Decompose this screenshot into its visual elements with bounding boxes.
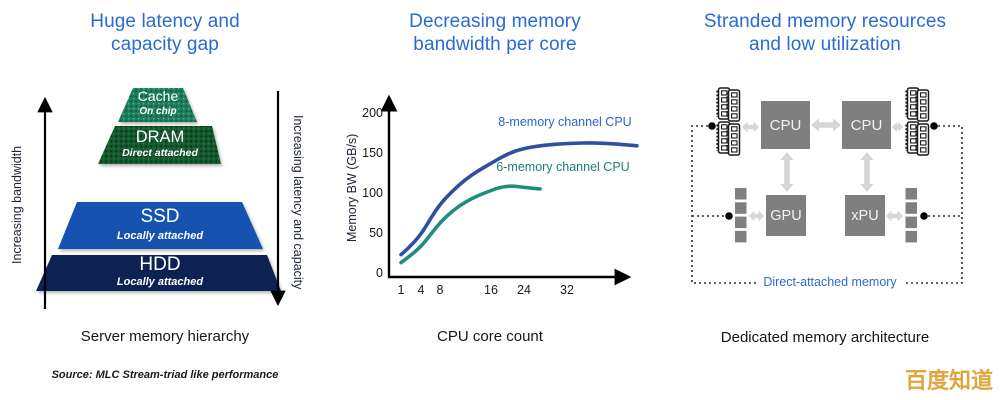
double-arrow-icon [742, 121, 759, 133]
x-tick-8: 8 [436, 283, 444, 297]
y-tick-0: 0 [376, 266, 383, 280]
processor-boxes [761, 101, 891, 236]
increasing-bandwidth-label: Increasing bandwidth [10, 145, 24, 265]
dimm-icon-left [716, 86, 741, 157]
cache-layer-sublabel: On chip [139, 106, 177, 117]
cpu-right-box [842, 101, 891, 149]
series-curve-2 [399, 184, 542, 265]
gpu-label: GPU [770, 208, 802, 224]
x-tick-16: 16 [484, 283, 498, 297]
watermark: 百度知道 [904, 368, 993, 393]
dot-icon [708, 122, 716, 130]
dotted-memory-boundary [691, 125, 963, 284]
series-label-8-channel: 8-memory channel CPU [498, 115, 632, 129]
x-tick-4: 4 [417, 283, 425, 297]
ssd-layer-sublabel: Locally attached [116, 230, 204, 242]
double-arrow-icon [811, 118, 841, 132]
middle-panel-title: Decreasing memory bandwidth per core [409, 11, 581, 56]
double-arrow-icon [892, 122, 903, 132]
dot-icon [930, 122, 938, 130]
dimm-icon-right [905, 86, 930, 157]
pyramid-dram-shape [98, 126, 221, 164]
dotted-right-bracket [900, 125, 963, 284]
x-tick-24: 24 [517, 283, 531, 297]
double-arrow-icon [886, 210, 903, 222]
x-tick-32: 32 [560, 283, 574, 297]
series-label-6-channel: 6-memory channel CPU [496, 160, 630, 174]
y-tick-100: 100 [362, 186, 383, 200]
double-arrow-icon [749, 210, 764, 222]
dot-icon [920, 212, 928, 220]
dram-layer-sublabel: Direct attached [122, 147, 198, 159]
pyramid-ssd-shape [58, 202, 263, 249]
increasing-latency-label: Increasing latency and capacity [291, 114, 305, 290]
left-panel-caption: Server memory hierarchy [80, 328, 250, 345]
memory-pyramid [36, 88, 281, 291]
direct-attached-memory-label: Direct-attached memory [757, 275, 903, 290]
dram-layer-label: DRAM [135, 128, 185, 146]
right-panel-title: Stranded memory resources and low utiliz… [703, 11, 947, 56]
cpu-left-label: CPU [769, 117, 802, 134]
cpu-left-box [761, 101, 810, 149]
connection-dots [708, 122, 938, 220]
series-curve-1 [399, 141, 639, 257]
xpu-label: xPU [851, 208, 879, 224]
chart-curves [399, 141, 639, 265]
source-note: Source: MLC Stream-triad like performanc… [51, 369, 279, 381]
middle-panel-caption: CPU core count [437, 328, 543, 345]
chart-axes [380, 94, 632, 286]
left-panel-title: Huge latency and capacity gap [90, 11, 240, 56]
y-tick-50: 50 [369, 226, 383, 240]
pyramid-cache-shape [118, 88, 197, 122]
cache-layer-label: Cache [137, 88, 179, 104]
link-arrows [742, 118, 903, 222]
cpu-right-label: CPU [850, 117, 883, 134]
right-panel-caption: Dedicated memory architecture [720, 329, 930, 346]
y-tick-200: 200 [362, 106, 383, 120]
pyramid-hdd-shape [36, 255, 281, 291]
dot-icon [725, 212, 733, 220]
dotted-left-bracket [691, 125, 757, 284]
gpu-box [766, 195, 806, 236]
ssd-layer-label: SSD [140, 206, 180, 227]
hdd-layer-sublabel: Locally attached [116, 276, 204, 288]
memory-chip-squares [735, 188, 917, 243]
x-tick-1: 1 [397, 283, 405, 297]
hdd-layer-label: HDD [139, 254, 181, 275]
xpu-box [845, 195, 885, 236]
double-arrow-icon [860, 152, 874, 192]
double-arrow-icon [780, 152, 794, 192]
y-tick-150: 150 [362, 146, 383, 160]
